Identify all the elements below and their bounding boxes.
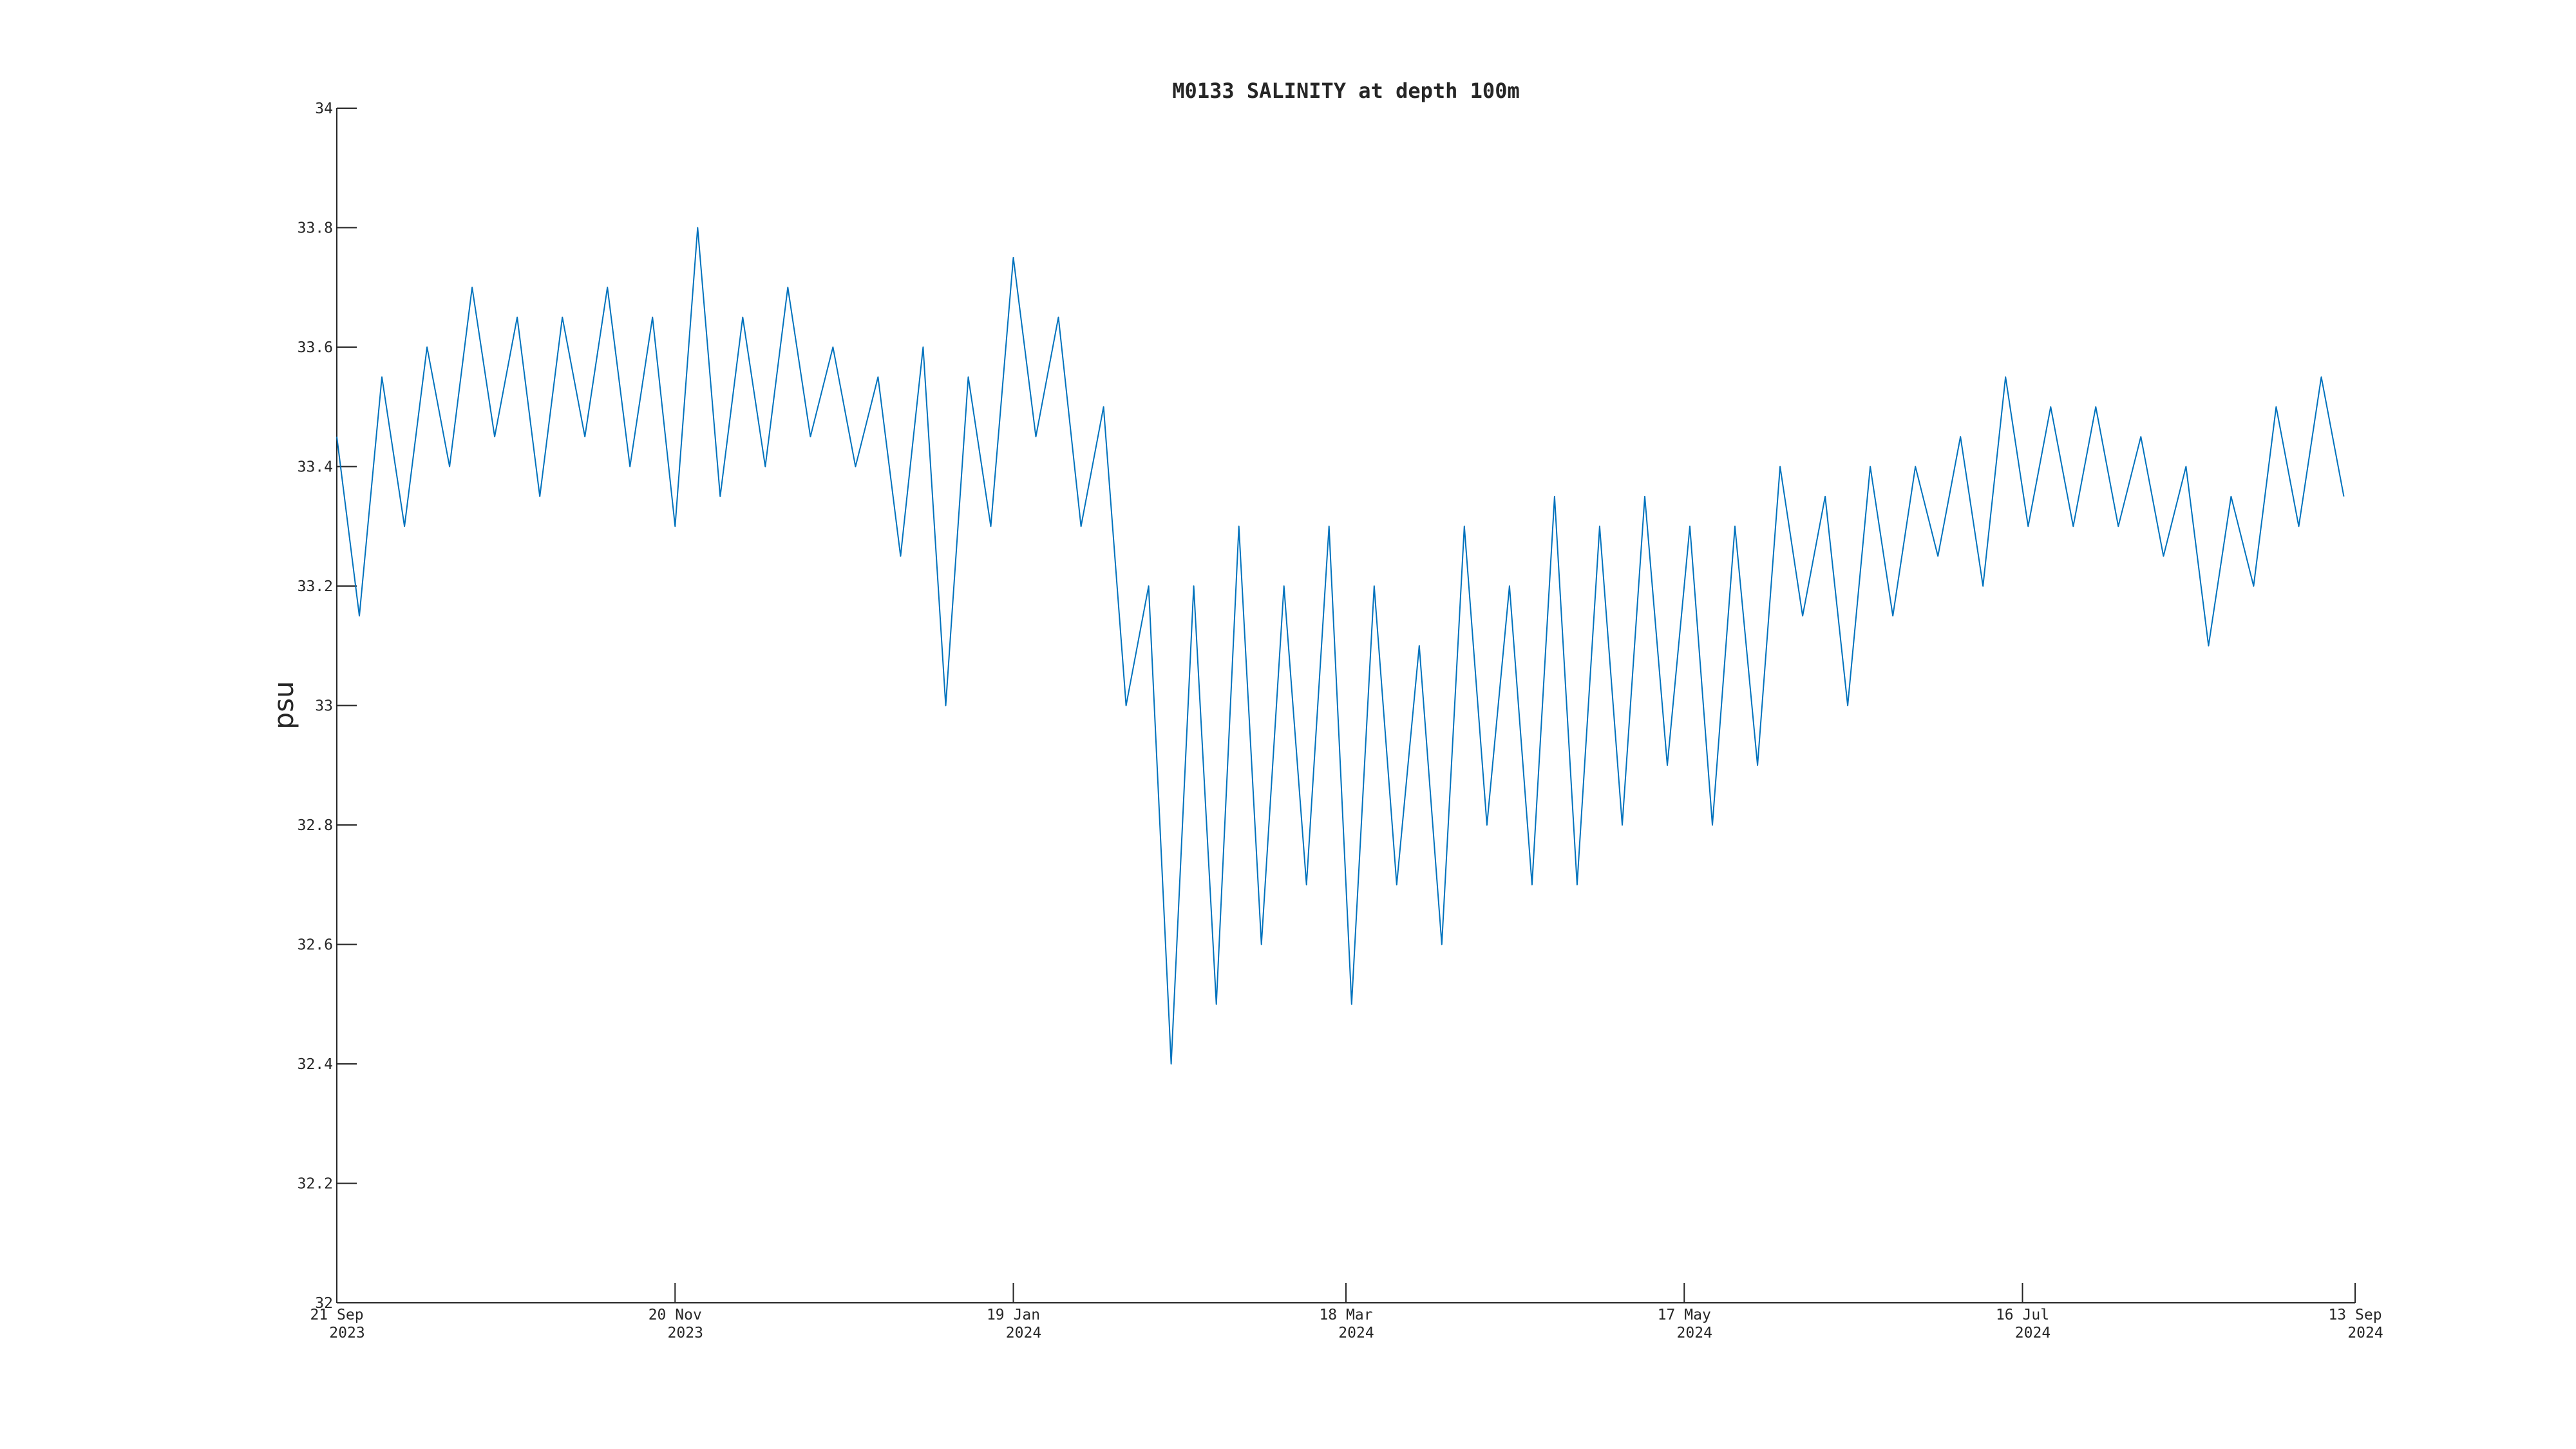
y-axis-label: psu [268, 681, 299, 729]
x-tick-label: 18 Mar 2024 [1319, 1307, 1374, 1341]
salinity-line [336, 227, 2345, 1065]
y-tick-label: 33.8 [298, 220, 333, 237]
x-tick-label: 16 Jul 2024 [1996, 1307, 2050, 1341]
y-tick-label: 32.8 [298, 817, 333, 834]
y-tick-label: 32.2 [298, 1176, 333, 1193]
y-tick-label: 32.6 [298, 937, 333, 954]
chart-title: M0133 SALINITY at depth 100m [1172, 79, 1519, 103]
x-tick-label: 21 Sep 2023 [310, 1307, 365, 1341]
y-tick-label: 33 [315, 698, 333, 715]
y-tick-label: 32.4 [298, 1056, 333, 1073]
y-tick-label: 33.4 [298, 459, 333, 476]
x-tick-label: 17 May 2024 [1658, 1307, 1712, 1341]
x-tick-label: 13 Sep 2024 [2328, 1307, 2383, 1341]
y-tick-label: 34 [315, 100, 333, 117]
y-tick-label: 32 [315, 1295, 333, 1312]
x-tick-label: 19 Jan 2024 [987, 1307, 1041, 1341]
y-tick-label: 33.6 [298, 339, 333, 356]
y-tick-label: 33.2 [298, 578, 333, 595]
x-tick-label: 20 Nov 2023 [649, 1307, 703, 1341]
